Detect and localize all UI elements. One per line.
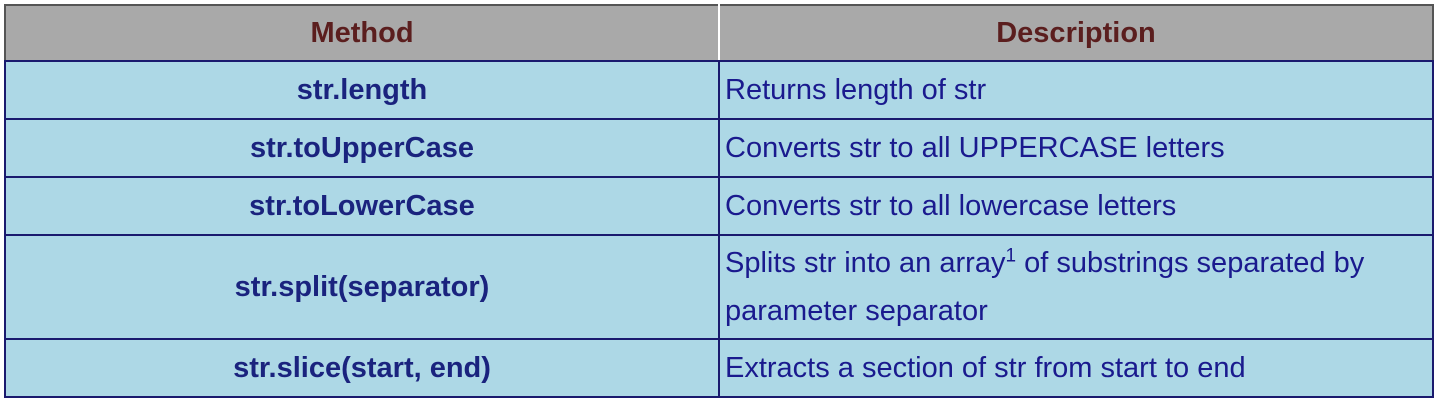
description-text-before: Splits str into an array <box>725 247 1006 279</box>
description-cell: Returns length of str <box>718 60 1434 120</box>
header-row: Method Description <box>4 4 1434 62</box>
description-cell: Converts str to all lowercase letters <box>718 176 1434 236</box>
method-cell: str.slice(start, end) <box>4 338 720 398</box>
table-row: str.toUpperCase Converts str to all UPPE… <box>4 118 1434 178</box>
method-cell: str.split(separator) <box>4 234 720 340</box>
method-cell: str.length <box>4 60 720 120</box>
description-cell: Extracts a section of str from start to … <box>718 338 1434 398</box>
table-row: str.length Returns length of str <box>4 60 1434 120</box>
description-cell: Splits str into an array1 of substrings … <box>718 234 1434 340</box>
table-row: str.split(separator) Splits str into an … <box>4 234 1434 340</box>
method-column-header: Method <box>4 4 720 62</box>
string-methods-table: Method Description str.length Returns le… <box>4 4 1434 398</box>
method-cell: str.toLowerCase <box>4 176 720 236</box>
description-cell: Converts str to all UPPERCASE letters <box>718 118 1434 178</box>
table-row: str.slice(start, end) Extracts a section… <box>4 338 1434 398</box>
method-cell: str.toUpperCase <box>4 118 720 178</box>
table-row: str.toLowerCase Converts str to all lowe… <box>4 176 1434 236</box>
string-methods-table-container: Method Description str.length Returns le… <box>4 4 1434 398</box>
description-column-header: Description <box>718 4 1434 62</box>
footnote-marker: 1 <box>1005 245 1017 267</box>
description-text-after: of substrings separated by parameter sep… <box>725 247 1365 327</box>
